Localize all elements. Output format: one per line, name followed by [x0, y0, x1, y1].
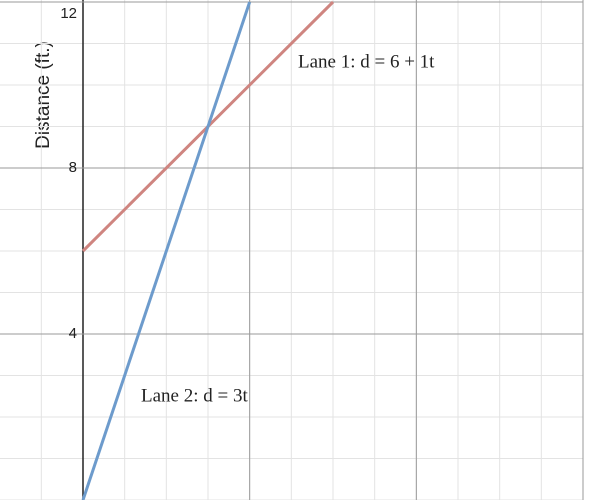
y-tick-label: 12 [60, 5, 77, 22]
y-tick-label: 8 [69, 159, 77, 176]
line-annotation: Lane 2: d = 3t [141, 385, 248, 406]
y-axis-label: Distance (ft.) [33, 41, 54, 149]
y-tick-label: 4 [69, 325, 77, 342]
line-annotation: Lane 1: d = 6 + 1t [298, 51, 435, 72]
series-line [81, 1, 252, 500]
